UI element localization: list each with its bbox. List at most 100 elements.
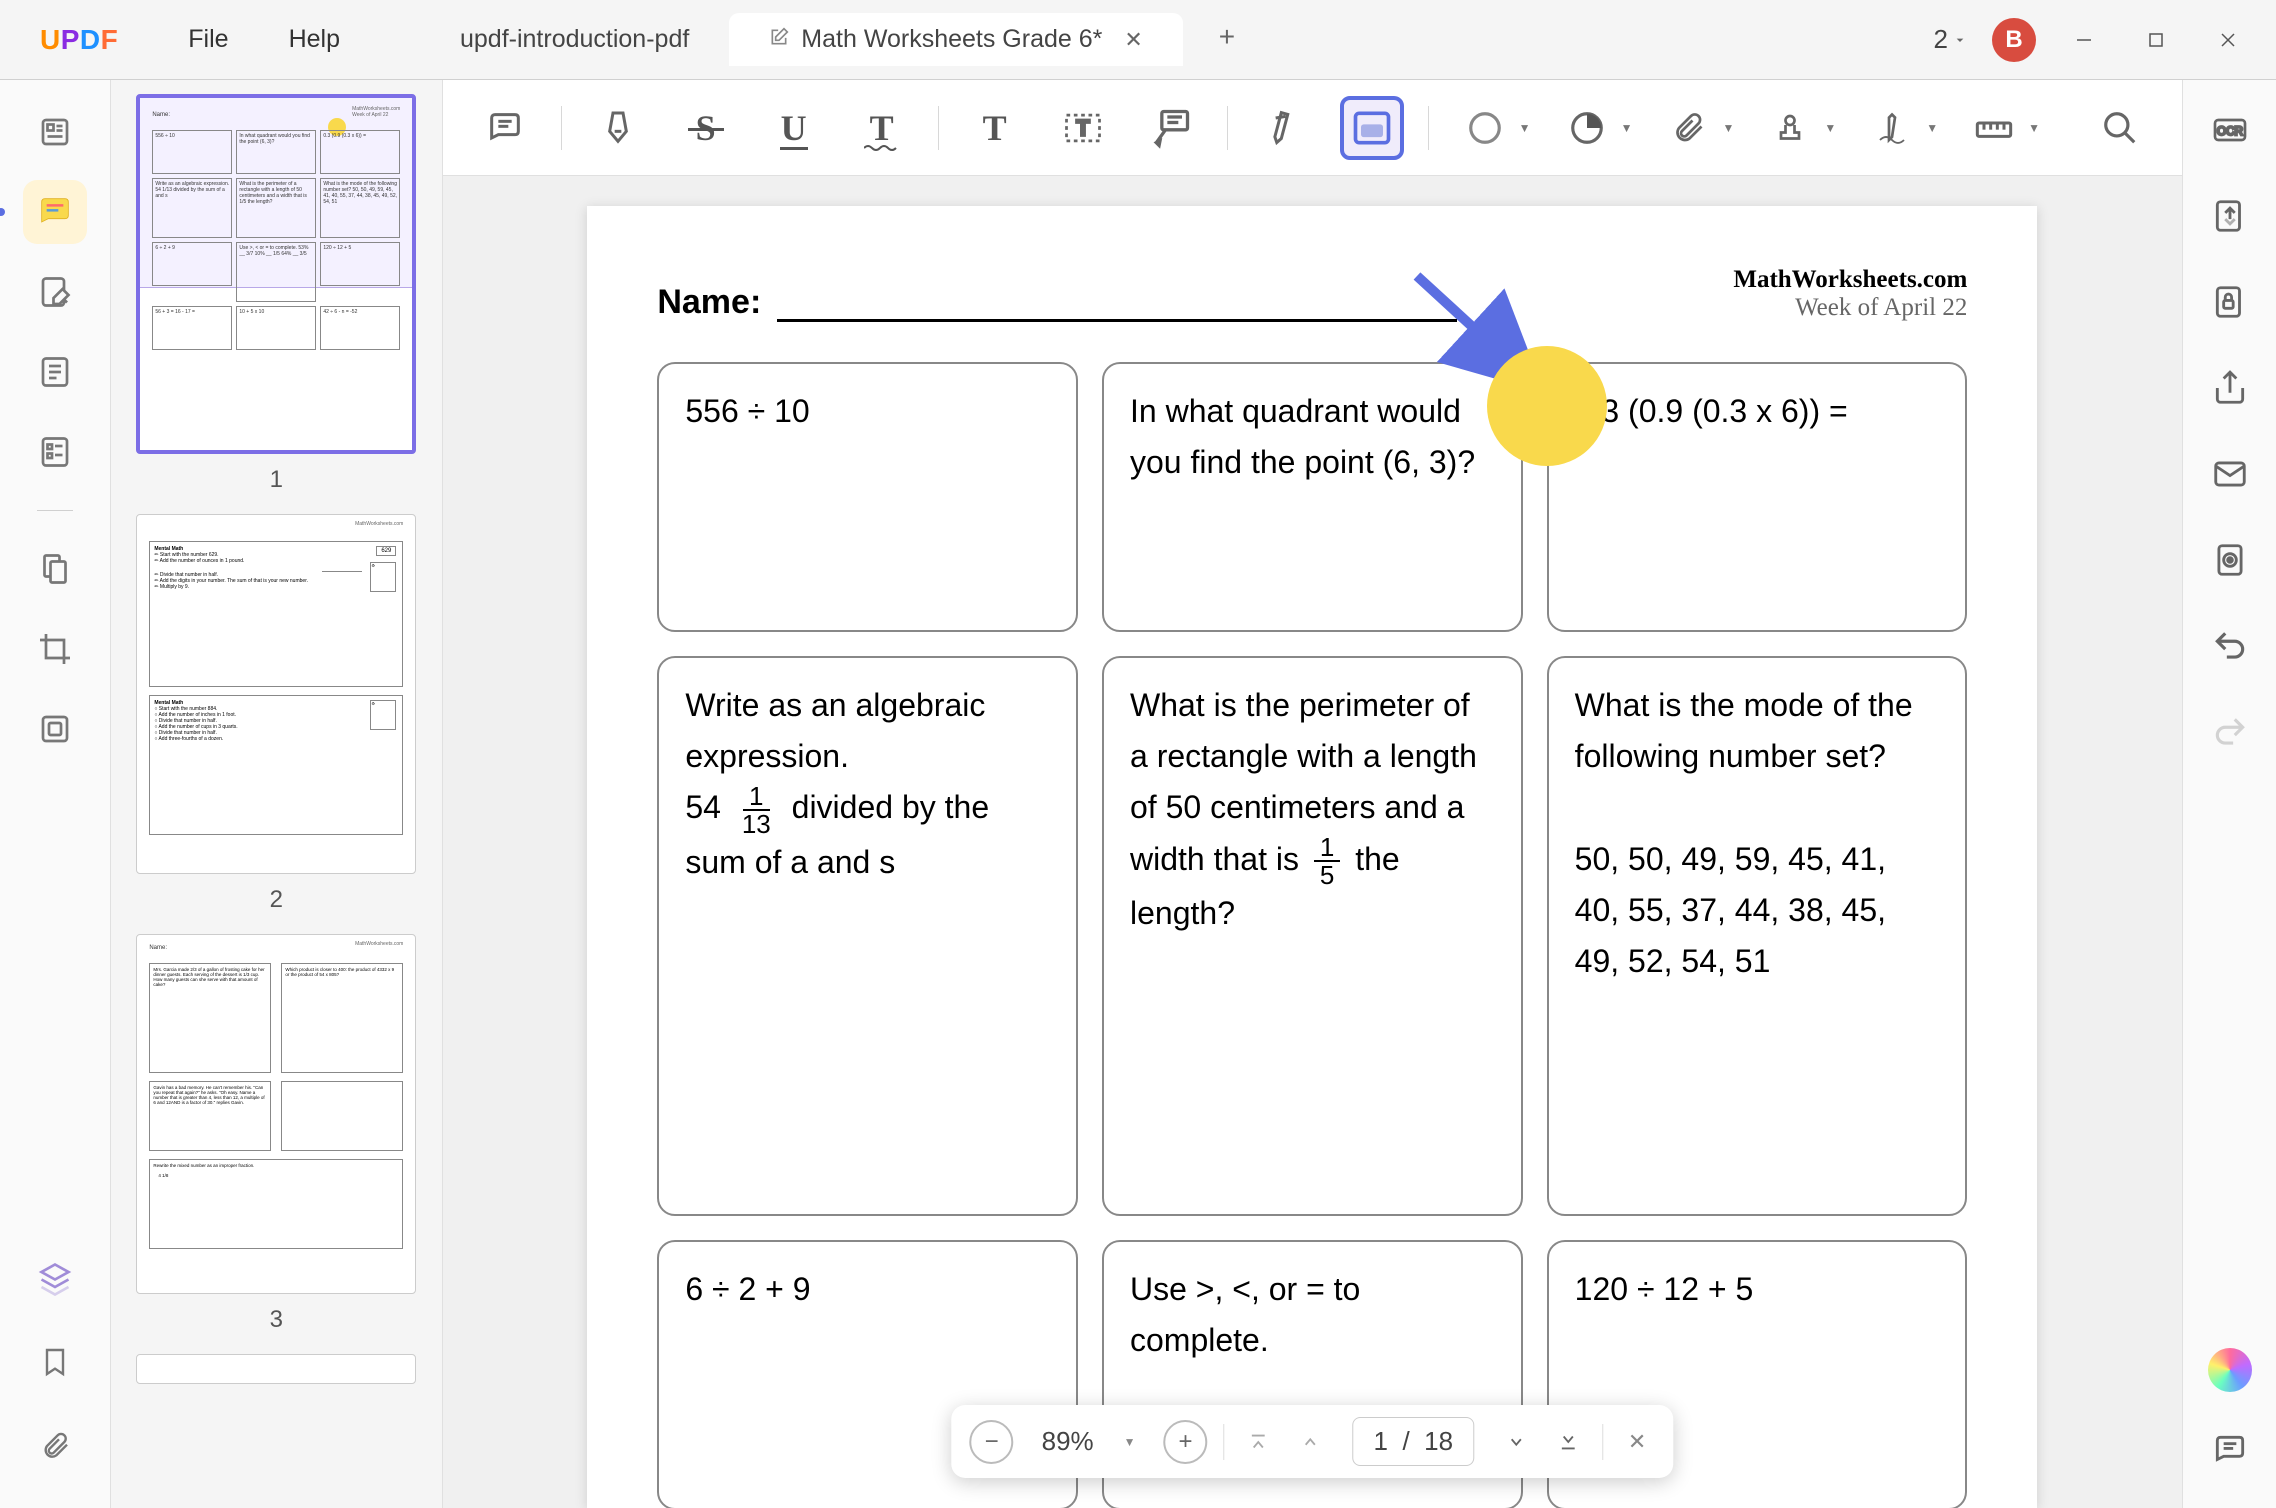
signature-tool[interactable]: ▼ [1860, 96, 1938, 160]
prev-page-button[interactable] [1293, 1424, 1329, 1460]
page-indicator[interactable]: 1 / 18 [1353, 1417, 1475, 1466]
chevron-down-icon: ▼ [1621, 121, 1633, 135]
problem-cell: 556 ÷ 10 [657, 362, 1078, 632]
edit-tool[interactable] [23, 260, 87, 324]
search-tool[interactable] [2088, 96, 2152, 160]
week-label: Week of April 22 [1733, 294, 1967, 322]
problem-cell: What is the mode of the following number… [1547, 656, 1968, 1216]
share-tool[interactable] [2202, 360, 2258, 416]
chevron-down-icon: ▼ [1124, 1435, 1136, 1449]
page-navigation: − 89% ▼ + 1 / 18 ✕ [952, 1405, 1673, 1478]
ocr-tool[interactable]: OCR [2202, 102, 2258, 158]
name-field: Name: [657, 283, 1457, 322]
next-page-button[interactable] [1498, 1424, 1534, 1460]
circle-annotation[interactable] [1487, 346, 1607, 466]
callout-tool[interactable] [1139, 96, 1203, 160]
separator [1224, 1424, 1225, 1460]
problems-grid: 556 ÷ 10In what quadrant would you find … [657, 362, 1967, 1508]
undo-button[interactable] [2202, 618, 2258, 674]
close-icon[interactable]: ✕ [1124, 27, 1142, 53]
separator [1602, 1424, 1603, 1460]
document-viewport[interactable]: Name: MathWorksheets.com Week of April 2… [443, 176, 2182, 1508]
header-right: MathWorksheets.com Week of April 22 [1733, 266, 1967, 322]
maximize-button[interactable] [2132, 24, 2180, 56]
thumbnail-3[interactable]: Name: MathWorksheets.com Mrs. Garcia mad… [136, 934, 416, 1334]
area-highlight-tool[interactable] [1340, 96, 1404, 160]
redo-button[interactable] [2202, 704, 2258, 760]
chevron-down-icon: ▼ [1519, 121, 1531, 135]
zoom-out-button[interactable]: − [970, 1420, 1014, 1464]
svg-text:OCR: OCR [2217, 125, 2243, 138]
chevron-down-icon: ▼ [2028, 121, 2040, 135]
thumbnails-tool[interactable] [23, 100, 87, 164]
ai-assistant-button[interactable] [2208, 1348, 2252, 1392]
separator [1227, 106, 1228, 150]
avatar[interactable]: B [1992, 18, 2036, 62]
text-tool[interactable]: T [963, 96, 1027, 160]
thumb-label: 3 [136, 1306, 416, 1334]
tab-math-worksheets[interactable]: Math Worksheets Grade 6* ✕ [729, 13, 1183, 66]
page-header: Name: MathWorksheets.com Week of April 2… [657, 266, 1967, 322]
right-sidebar: OCR [2182, 80, 2276, 1508]
print-tool[interactable] [2202, 532, 2258, 588]
left-sidebar [0, 80, 111, 1508]
app-logo: UPDF [40, 24, 118, 56]
minimize-button[interactable] [2060, 24, 2108, 56]
zoom-in-button[interactable]: + [1164, 1420, 1208, 1464]
attachment-tool[interactable] [23, 1414, 87, 1478]
menu-help[interactable]: Help [289, 25, 340, 54]
attach-tool[interactable]: ▼ [1656, 96, 1734, 160]
stamp2-tool[interactable]: ▼ [1758, 96, 1836, 160]
notification-count[interactable]: 2 [1934, 24, 1968, 55]
chevron-down-icon: ▼ [1722, 121, 1734, 135]
form-tool[interactable] [23, 420, 87, 484]
bookmark-tool[interactable] [23, 1330, 87, 1394]
pencil-tool[interactable] [1252, 96, 1316, 160]
squiggly-tool[interactable]: T [850, 96, 914, 160]
menu-file[interactable]: File [188, 25, 228, 54]
organize-tool[interactable] [23, 537, 87, 601]
chevron-down-icon [1952, 32, 1968, 48]
close-nav-button[interactable]: ✕ [1619, 1424, 1655, 1460]
textbox-tool[interactable]: T [1051, 96, 1115, 160]
comment-tool[interactable] [23, 180, 87, 244]
tab-bar: updf-introduction-pdf Math Worksheets Gr… [420, 13, 1934, 66]
main-layout: Name: MathWorksheets.comWeek of April 22… [0, 80, 2276, 1508]
thumb-label: 1 [136, 466, 416, 494]
measure-tool[interactable]: ▼ [1962, 96, 2040, 160]
layers-tool[interactable] [23, 1246, 87, 1310]
page-tool[interactable] [23, 340, 87, 404]
underline-tool[interactable]: U [762, 96, 826, 160]
content-area: S U T T T ▼ ▼ [443, 80, 2182, 1508]
chevron-down-icon: ▼ [1824, 121, 1836, 135]
convert-tool[interactable] [2202, 188, 2258, 244]
crop-tool[interactable] [23, 617, 87, 681]
separator [938, 106, 939, 150]
comments-panel-button[interactable] [2202, 1422, 2258, 1478]
first-page-button[interactable] [1241, 1424, 1277, 1460]
last-page-button[interactable] [1550, 1424, 1586, 1460]
highlight-tool[interactable] [586, 96, 650, 160]
zoom-level[interactable]: 89% ▼ [1030, 1426, 1148, 1457]
annotation-toolbar: S U T T T ▼ ▼ [443, 80, 2182, 176]
protect-tool[interactable] [2202, 274, 2258, 330]
add-tab-button[interactable]: + [1203, 13, 1251, 66]
note-tool[interactable] [473, 96, 537, 160]
site-name: MathWorksheets.com [1733, 266, 1967, 294]
thumbnail-4[interactable] [136, 1354, 416, 1384]
shape-tool[interactable]: ▼ [1453, 96, 1531, 160]
problem-cell: 0.3 (0.9 (0.3 x 6)) = [1547, 362, 1968, 632]
thumbnail-2[interactable]: MathWorksheets.com Mental Math 629 ⚙ ✏ S… [136, 514, 416, 914]
email-tool[interactable] [2202, 446, 2258, 502]
stamp-tool[interactable]: ▼ [1555, 96, 1633, 160]
strikethrough-tool[interactable]: S [674, 96, 738, 160]
compress-tool[interactable] [23, 697, 87, 761]
titlebar: UPDF File Help updf-introduction-pdf Mat… [0, 0, 2276, 80]
problem-cell: What is the perimeter of a rectangle wit… [1102, 656, 1523, 1216]
close-window-button[interactable] [2204, 24, 2252, 56]
tab-updf-intro[interactable]: updf-introduction-pdf [420, 13, 729, 66]
thumbnail-1[interactable]: Name: MathWorksheets.comWeek of April 22… [136, 94, 416, 494]
separator [561, 106, 562, 150]
thumbnail-panel: Name: MathWorksheets.comWeek of April 22… [111, 80, 443, 1508]
pdf-page: Name: MathWorksheets.com Week of April 2… [587, 206, 2037, 1508]
